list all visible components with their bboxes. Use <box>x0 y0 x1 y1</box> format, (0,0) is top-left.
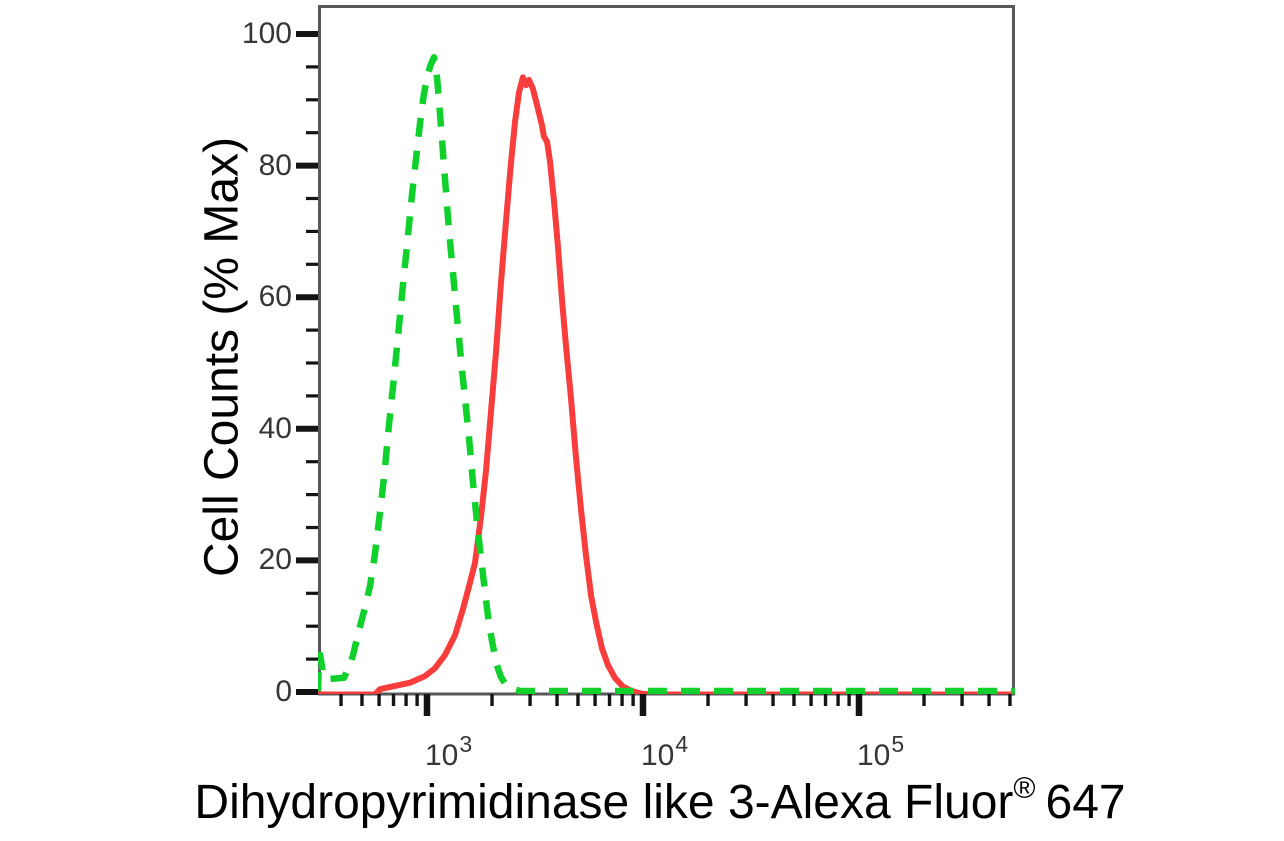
x-tick-label-base: 10 <box>424 739 459 772</box>
x-tick-label-exponent: 3 <box>459 731 473 757</box>
x-tick-label-exponent: 4 <box>675 731 689 757</box>
y-tick-label: 80 <box>258 148 292 182</box>
x-axis-title-number: 647 <box>1045 776 1126 829</box>
x-tick-label-base: 10 <box>640 739 675 772</box>
x-tick-label: 103 <box>425 729 472 771</box>
red-solid-curve <box>318 74 1015 694</box>
y-tick-label: 0 <box>275 675 292 708</box>
y-tick-label: 20 <box>258 543 292 577</box>
curve-layer <box>318 54 1015 694</box>
registered-trademark-icon: ® <box>1013 772 1036 805</box>
x-axis-title-main: Dihydropyrimidinase like 3-Alexa Fluor <box>194 776 1014 829</box>
y-tick-label: 100 <box>241 17 292 50</box>
x-tick-label-base: 10 <box>856 739 891 772</box>
y-tick-label: 60 <box>258 280 292 314</box>
x-tick-label: 105 <box>857 729 904 771</box>
y-tick-label: 40 <box>258 411 292 445</box>
green-dashed-curve <box>318 54 1015 694</box>
y-axis-title: Cell Counts (% Max) <box>195 136 249 578</box>
x-axis-title: Dihydropyrimidinase like 3-Alexa Fluor® 6… <box>18 772 1284 830</box>
x-tick-label-exponent: 5 <box>891 731 905 757</box>
axis-ticks <box>296 31 1012 716</box>
x-tick-label: 104 <box>641 729 688 771</box>
plot-border <box>318 5 1015 696</box>
